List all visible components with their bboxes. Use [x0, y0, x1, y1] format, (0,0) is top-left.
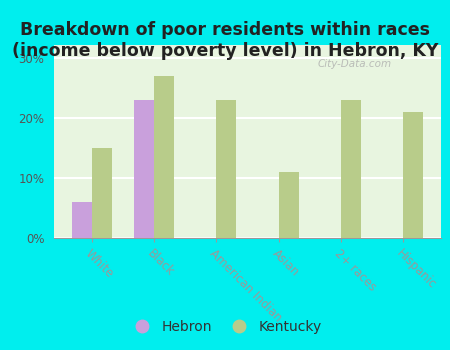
Bar: [134, 100, 154, 238]
Bar: [91, 148, 112, 238]
Bar: [341, 100, 361, 238]
Bar: [154, 76, 174, 238]
Bar: [72, 202, 91, 238]
Legend: Hebron, Kentucky: Hebron, Kentucky: [122, 314, 328, 340]
Bar: [279, 172, 299, 238]
Bar: [216, 100, 236, 238]
Text: Breakdown of poor residents within races
(income below poverty level) in Hebron,: Breakdown of poor residents within races…: [12, 21, 438, 60]
Bar: [404, 112, 423, 238]
Text: City-Data.com: City-Data.com: [317, 59, 392, 69]
